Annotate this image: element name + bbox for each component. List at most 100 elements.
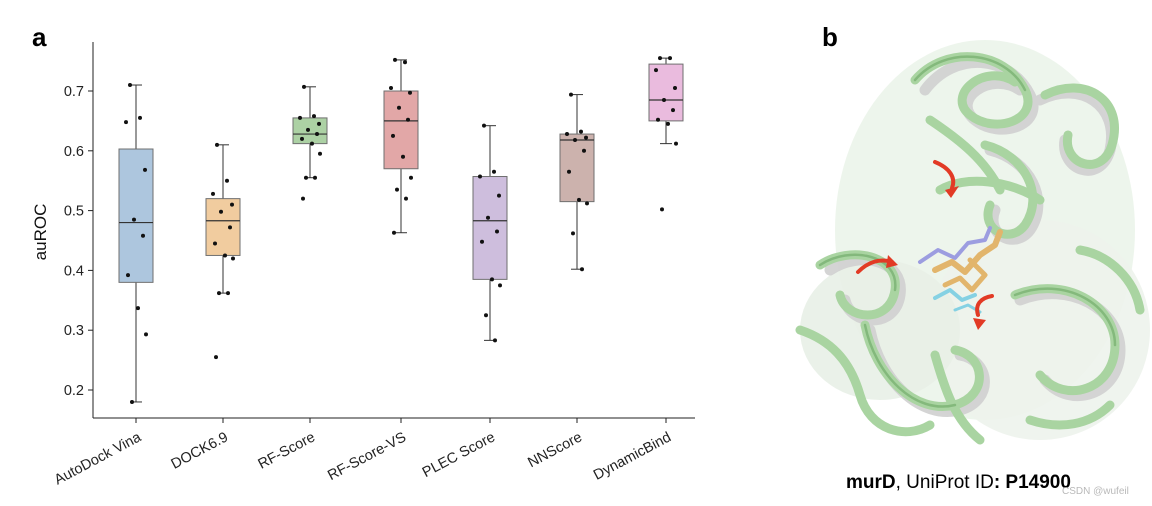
data-point xyxy=(567,169,571,174)
box-group xyxy=(648,56,684,212)
data-point xyxy=(580,267,584,272)
y-tick-label: 0.6 xyxy=(64,144,84,160)
data-point xyxy=(571,231,575,236)
data-point xyxy=(579,129,583,134)
data-point xyxy=(497,193,501,198)
data-point xyxy=(317,121,321,126)
data-point xyxy=(401,154,405,159)
boxplot-panel: 0.2 0.3 0.4 0.5 0.6 0.7 AutoDock Vina DOCK6.9 R… xyxy=(31,42,695,488)
box xyxy=(292,117,328,145)
data-point xyxy=(301,196,305,201)
data-point xyxy=(492,169,496,174)
x-tick-label: DynamicBind xyxy=(591,429,674,483)
caption-protein: murD xyxy=(846,472,896,493)
data-point xyxy=(219,209,223,214)
y-tick-label: 0.2 xyxy=(64,383,84,399)
box xyxy=(648,63,684,122)
data-point xyxy=(671,108,675,113)
data-point xyxy=(310,141,314,146)
box-group xyxy=(292,84,328,201)
x-tick-label: RF-Score-VS xyxy=(325,429,409,484)
caption-id: : P14900 xyxy=(993,472,1071,493)
data-point xyxy=(484,313,488,318)
data-point xyxy=(393,57,397,62)
data-point xyxy=(397,105,401,110)
structure-caption: murD, UniProt ID: P14900 xyxy=(846,472,1071,494)
box-group xyxy=(118,83,154,404)
box xyxy=(559,133,595,203)
data-point xyxy=(409,175,413,180)
data-point xyxy=(585,201,589,206)
data-point xyxy=(392,230,396,235)
plot-area xyxy=(118,56,684,404)
data-point xyxy=(318,151,322,156)
data-point xyxy=(406,117,410,122)
data-point xyxy=(391,133,395,138)
y-tick-label: 0.5 xyxy=(64,204,84,220)
x-tick-label: AutoDock Vina xyxy=(52,429,145,488)
data-point xyxy=(582,148,586,153)
data-point xyxy=(408,90,412,95)
data-point xyxy=(573,138,577,143)
box-group xyxy=(472,123,508,343)
data-point xyxy=(300,136,304,141)
data-point xyxy=(228,225,232,230)
data-point xyxy=(482,123,486,128)
data-point xyxy=(395,187,399,192)
data-point xyxy=(302,84,306,89)
x-tick-label: NNScore xyxy=(525,429,584,471)
data-point xyxy=(225,178,229,183)
y-tick-label: 0.4 xyxy=(64,263,84,279)
watermark: CSDN @wufeil xyxy=(1062,486,1129,497)
box-group xyxy=(559,92,595,272)
data-point xyxy=(654,68,658,73)
data-point xyxy=(143,167,147,172)
box xyxy=(383,90,419,170)
data-point xyxy=(132,217,136,222)
data-point xyxy=(130,399,134,404)
data-point xyxy=(124,120,128,125)
data-point xyxy=(231,256,235,261)
box-group xyxy=(205,142,241,360)
data-point xyxy=(138,115,142,120)
data-point xyxy=(304,175,308,180)
data-point xyxy=(389,86,393,91)
data-point xyxy=(298,115,302,120)
data-point xyxy=(128,83,132,88)
data-point xyxy=(211,191,215,196)
data-point xyxy=(315,132,319,137)
data-point xyxy=(656,117,660,122)
y-tick-label: 0.7 xyxy=(64,84,84,100)
box xyxy=(472,176,508,280)
data-point xyxy=(660,207,664,212)
data-point xyxy=(404,196,408,201)
data-point xyxy=(215,142,219,147)
y-tick-label: 0.3 xyxy=(64,323,84,339)
data-point xyxy=(495,229,499,234)
data-point xyxy=(126,273,130,278)
box-group xyxy=(383,57,419,235)
data-point xyxy=(569,92,573,97)
protein-structure-ribbon-icon xyxy=(795,40,1150,445)
x-tick-label: PLEC Score xyxy=(420,429,498,481)
data-point xyxy=(144,332,148,337)
panel-letter-b: b xyxy=(822,22,838,52)
data-point xyxy=(498,283,502,288)
data-point xyxy=(666,121,670,126)
data-point xyxy=(403,60,407,65)
data-point xyxy=(478,174,482,179)
data-point xyxy=(480,239,484,244)
data-point xyxy=(313,175,317,180)
x-axis-ticks: AutoDock Vina DOCK6.9 RF-Score RF-Score-VS P… xyxy=(52,418,674,488)
data-point xyxy=(226,291,230,296)
data-point xyxy=(668,56,672,61)
data-point xyxy=(213,241,217,246)
data-point xyxy=(141,233,145,238)
x-tick-label: DOCK6.9 xyxy=(169,429,231,472)
data-point xyxy=(217,291,221,296)
data-point xyxy=(486,215,490,220)
data-point xyxy=(584,135,588,140)
data-point xyxy=(493,338,497,343)
data-point xyxy=(490,277,494,282)
